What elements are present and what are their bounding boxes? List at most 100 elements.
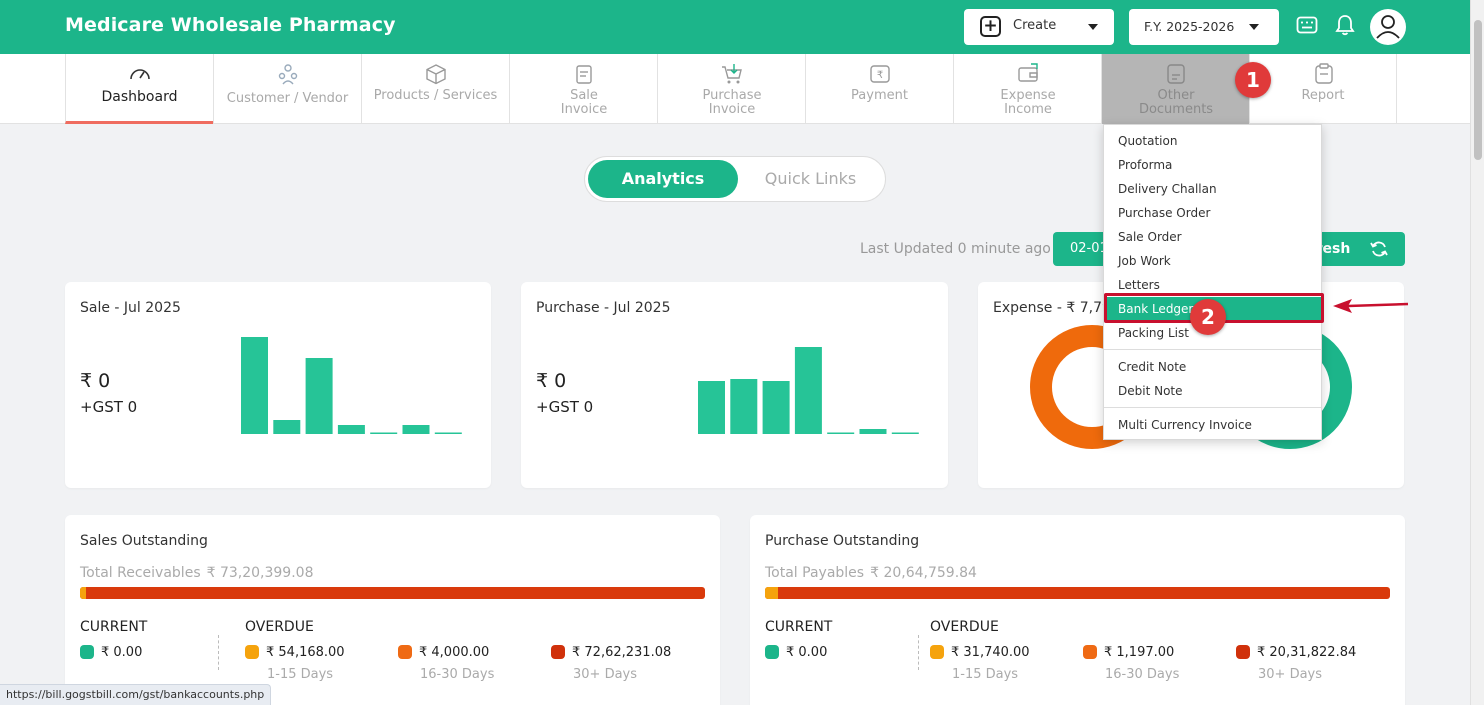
- bar: [370, 432, 398, 434]
- svg-text:₹: ₹: [877, 70, 883, 81]
- bar: [241, 337, 268, 434]
- expense-card-title: Expense - ₹ 7,799: [993, 300, 1120, 316]
- purchase-outstanding-title: Purchase Outstanding: [765, 533, 920, 549]
- invoice-icon: [576, 65, 592, 84]
- step-badge-2: 2: [1190, 299, 1226, 335]
- scrollbar-thumb[interactable]: [1474, 20, 1482, 160]
- nav-label: Sale Invoice: [560, 88, 608, 117]
- nav-other-documents[interactable]: Other Documents: [1101, 54, 1249, 124]
- overdue-30-plus-dot: [551, 645, 565, 659]
- other-documents-menu: Quotation Proforma Delivery Challan Purchas…: [1103, 124, 1322, 440]
- menu-item-delivery-challan[interactable]: Delivery Challan: [1118, 182, 1217, 196]
- menu-divider: [1104, 407, 1321, 408]
- purchase-card-title: Purchase - Jul 2025: [536, 300, 671, 316]
- current-heading: CURRENT: [765, 619, 833, 635]
- overdue-16-30-dot: [398, 645, 412, 659]
- financial-year-select[interactable]: F.Y. 2025-2026: [1129, 9, 1279, 45]
- create-button[interactable]: + Create: [964, 9, 1114, 45]
- overdue-1-15-label: 1-15 Days: [267, 667, 334, 682]
- rupee-payment-icon: ₹: [870, 65, 890, 83]
- tab-analytics[interactable]: Analytics: [588, 160, 738, 198]
- menu-item-letters[interactable]: Letters: [1118, 278, 1160, 292]
- bar: [730, 379, 758, 434]
- menu-item-purchase-order[interactable]: Purchase Order: [1118, 206, 1211, 220]
- purchase-bar-chart: [698, 347, 919, 434]
- menu-item-proforma[interactable]: Proforma: [1118, 158, 1173, 172]
- overdue-heading: OVERDUE: [930, 619, 999, 635]
- menu-item-multi-currency-invoice[interactable]: Multi Currency Invoice: [1118, 418, 1252, 432]
- overdue-16-30-amount: ₹ 1,197.00: [1104, 645, 1175, 660]
- nav-payment[interactable]: ₹ Payment: [805, 54, 953, 124]
- menu-item-quotation[interactable]: Quotation: [1118, 134, 1178, 148]
- gauge-icon: [130, 69, 150, 80]
- nav-label: Customer / Vendor: [226, 91, 349, 106]
- total-receivables-value: ₹ 73,20,399.08: [206, 565, 314, 581]
- keyboard-shortcuts-icon[interactable]: [1296, 14, 1318, 36]
- bar: [698, 381, 725, 434]
- avatar[interactable]: [1370, 9, 1406, 45]
- tab-quick-links[interactable]: Quick Links: [764, 169, 857, 188]
- overdue-16-30-dot: [1083, 645, 1097, 659]
- payables-bar: [765, 587, 1390, 599]
- overdue-16-30-label: 16-30 Days: [420, 667, 495, 682]
- bar: [402, 425, 430, 434]
- nav-customer-vendor[interactable]: Customer / Vendor: [213, 54, 361, 124]
- divider: [218, 635, 219, 670]
- plus-icon: +: [980, 16, 1001, 37]
- purchase-outstanding-card: Purchase Outstanding Total Payables ₹ 20,…: [750, 515, 1405, 705]
- total-receivables-label: Total Receivables: [80, 565, 201, 581]
- current-heading: CURRENT: [80, 619, 148, 635]
- menu-item-debit-note[interactable]: Debit Note: [1118, 384, 1183, 398]
- bar: [762, 381, 790, 434]
- overdue-16-30-amount: ₹ 4,000.00: [419, 645, 490, 660]
- clipboard-icon: [1315, 63, 1333, 84]
- box-icon: [426, 64, 446, 85]
- total-payables: Total Payables ₹ 20,64,759.84: [765, 565, 977, 581]
- company-name[interactable]: Medicare Wholesale Pharmacy: [65, 14, 396, 36]
- total-payables-value: ₹ 20,64,759.84: [870, 565, 977, 581]
- purchase-amount: ₹ 0: [536, 370, 567, 392]
- bar: [305, 358, 333, 434]
- total-receivables: Total Receivables ₹ 73,20,399.08: [80, 565, 313, 581]
- receivables-current-segment: [80, 587, 87, 599]
- document-icon: [1167, 64, 1185, 84]
- top-bar: Medicare Wholesale Pharmacy + Create F.Y…: [0, 0, 1484, 54]
- chevron-down-icon: [1088, 24, 1098, 30]
- menu-item-sale-order[interactable]: Sale Order: [1118, 230, 1182, 244]
- cart-icon: [722, 64, 742, 84]
- receivables-bar: [80, 587, 705, 599]
- sale-bar-chart: [241, 337, 462, 434]
- nav-products-services[interactable]: Products / Services: [361, 54, 509, 124]
- nav-report[interactable]: Report: [1249, 54, 1397, 124]
- overdue-30-plus-amount: ₹ 20,31,822.84: [1257, 645, 1357, 660]
- wallet-icon: [1018, 63, 1038, 82]
- annotation-arrow: [1333, 299, 1409, 313]
- overdue-30-plus-amount: ₹ 72,62,231.08: [572, 645, 672, 660]
- overdue-30-plus-label: 30+ Days: [573, 667, 638, 682]
- menu-item-packing-list[interactable]: Packing List: [1118, 326, 1189, 340]
- overdue-16-30-label: 16-30 Days: [1105, 667, 1180, 682]
- current-legend-dot: [80, 645, 94, 659]
- menu-item-credit-note[interactable]: Credit Note: [1118, 360, 1187, 374]
- sale-card: Sale - Jul 2025 ₹ 0 +GST 0: [65, 282, 491, 488]
- bar: [827, 432, 855, 434]
- bar: [273, 420, 301, 434]
- current-amount: ₹ 0.00: [101, 645, 143, 660]
- nav-expense-income[interactable]: Expense Income: [953, 54, 1101, 124]
- overdue-1-15-dot: [245, 645, 259, 659]
- total-payables-label: Total Payables: [765, 565, 865, 581]
- nav-purchase-invoice[interactable]: Purchase Invoice: [657, 54, 805, 124]
- nav-sale-invoice[interactable]: Sale Invoice: [509, 54, 657, 124]
- refresh-icon: [1370, 241, 1388, 257]
- sales-outstanding-card: Sales Outstanding Total Receivables ₹ 73,…: [65, 515, 720, 705]
- menu-item-job-work[interactable]: Job Work: [1118, 254, 1171, 268]
- main-nav: Dashboard Customer / Vendor Products / S…: [0, 54, 1470, 124]
- step-badge-1: 1: [1235, 62, 1271, 98]
- chevron-down-icon: [1249, 24, 1259, 30]
- page-scrollbar[interactable]: [1470, 0, 1484, 705]
- sale-card-title: Sale - Jul 2025: [80, 300, 181, 316]
- nav-label: Payment: [851, 88, 908, 103]
- nav-label: Purchase Invoice: [702, 88, 762, 117]
- nav-dashboard[interactable]: Dashboard: [65, 54, 213, 124]
- bell-icon[interactable]: [1335, 14, 1355, 36]
